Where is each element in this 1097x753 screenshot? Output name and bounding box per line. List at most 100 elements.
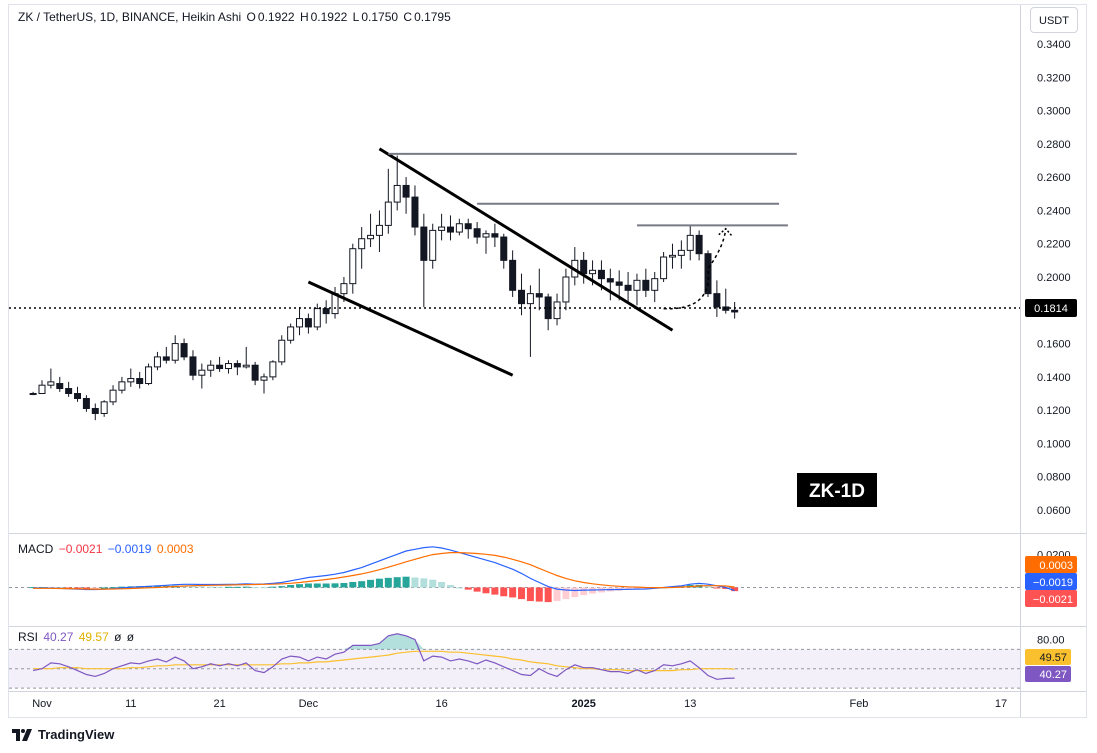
candle-body (38, 384, 46, 395)
time-axis-tick: 2025 (571, 698, 595, 710)
macd-histogram-bar (118, 586, 126, 588)
candle-body (269, 361, 277, 378)
candle-body (47, 381, 55, 386)
macd-histogram-bar (74, 587, 82, 589)
candle-body (251, 364, 259, 381)
time-axis-tick: 17 (995, 698, 1007, 710)
macd-histogram-bar (482, 587, 490, 594)
rsi-overbought-fill (33, 633, 735, 650)
rsi-value-label: 49.57 (1039, 652, 1067, 664)
time-axis-tick: 11 (125, 698, 136, 710)
macd-histogram-bar (65, 587, 73, 589)
macd-legend[interactable]: MACD −0.0021 −0.0019 0.0003 (18, 542, 196, 556)
candle-body (509, 259, 517, 291)
candle-body (65, 388, 73, 395)
macd-histogram-bar (216, 586, 224, 588)
candle-body (660, 256, 668, 280)
projection-arrow-path (663, 228, 727, 310)
candle-body (518, 289, 526, 305)
macd-signal-value: 0.0003 (156, 542, 194, 556)
macd-histogram-bar (367, 579, 375, 588)
candle-body (118, 381, 126, 391)
macd-histogram-bar (278, 586, 286, 588)
watermark-text: ZK-1D (809, 481, 865, 502)
macd-histogram-bar (464, 587, 472, 590)
candle-body (145, 366, 153, 385)
macd-histogram-bar (82, 587, 90, 589)
candle-body (651, 278, 659, 291)
rsi-legend[interactable]: RSI 40.27 49.57 ø ø (18, 630, 136, 644)
macd-value-label-bg (1025, 556, 1077, 573)
price-axis-tick: 0.1000 (1037, 438, 1071, 450)
channel-lower-trendline (307, 280, 514, 377)
candle-body (82, 398, 90, 409)
macd-histogram-bar (242, 586, 250, 588)
symbol-info[interactable]: ZK / TetherUS, 1D, BINANCE, Heikin Ashi (18, 10, 242, 24)
candle-body (713, 293, 721, 308)
candle-body (296, 318, 304, 328)
price-axis-tick: 0.1200 (1037, 405, 1071, 417)
candle-body (455, 223, 463, 233)
symbol-header: ZK / TetherUS, 1D, BINANCE, Heikin Ashi … (18, 10, 453, 24)
price-axis-tick: 0.2800 (1037, 139, 1071, 151)
last-price-label-bg (1025, 298, 1077, 317)
candle-body (731, 309, 739, 313)
watermark-box: ZK-1D (797, 473, 877, 507)
time-axis-tick: Nov (32, 698, 52, 710)
candle-body (411, 196, 419, 228)
candle-body (109, 389, 117, 403)
macd-histogram-bar (375, 578, 383, 588)
macd-histogram-bar (411, 577, 419, 588)
price-axis-tick: 0.3200 (1037, 72, 1071, 84)
projection-arrow-head (718, 227, 733, 237)
rsi-line (32, 633, 735, 680)
macd-histogram-bar (109, 587, 117, 589)
macd-histogram-bar (633, 587, 641, 590)
macd-value-label: −0.0021 (1033, 594, 1073, 606)
macd-histogram-bar (304, 583, 312, 588)
macd-histogram-bar (100, 587, 108, 589)
macd-histogram-bar (331, 583, 339, 588)
currency-button[interactable]: USDT (1030, 7, 1078, 33)
last-price-label: 0.1814 (1034, 303, 1068, 315)
macd-histogram-bar (509, 587, 517, 598)
rsi-pane[interactable] (9, 633, 1020, 689)
macd-histogram-bar (233, 586, 241, 588)
candle-body (624, 284, 632, 291)
macd-pane[interactable] (9, 546, 1020, 603)
open-value: 0.1922 (257, 10, 295, 24)
rsi-extra-2: ø (126, 630, 135, 644)
tradingview-brand[interactable]: TradingView (12, 727, 114, 742)
candle-body (491, 233, 499, 238)
candle-body (29, 393, 37, 396)
price-axis-tick: 0.2200 (1037, 239, 1071, 251)
time-axis-tick: 21 (213, 698, 225, 710)
candle-body (553, 301, 561, 320)
macd-histogram-bar (731, 587, 739, 592)
candle-body (153, 356, 161, 368)
macd-histogram-bar (91, 587, 99, 589)
tradingview-logo-icon (12, 728, 32, 741)
macd-histogram-bar (562, 587, 570, 600)
candle-body (535, 293, 543, 298)
candle-body (695, 234, 703, 255)
macd-histogram-bar (526, 587, 534, 602)
candle-body (74, 393, 82, 400)
price-axis-tick: 0.2600 (1037, 172, 1071, 184)
macd-histogram-bar (704, 585, 712, 588)
time-axis-tick: 13 (684, 698, 696, 710)
macd-histogram-bar (713, 587, 721, 589)
candle-body (287, 326, 295, 341)
candle-body (260, 376, 268, 381)
price-axis-tick: 0.2000 (1037, 272, 1071, 284)
macd-histogram-bar (500, 587, 508, 597)
macd-histogram-bar (340, 582, 348, 588)
low-label: L (352, 10, 360, 24)
macd-histogram-bar (260, 587, 268, 589)
rsi-value-label: 40.27 (1039, 669, 1067, 681)
macd-histogram-bar (198, 586, 206, 588)
candle-body (384, 201, 392, 226)
price-pane[interactable] (9, 147, 1020, 421)
macd-histogram-bar (313, 583, 321, 588)
